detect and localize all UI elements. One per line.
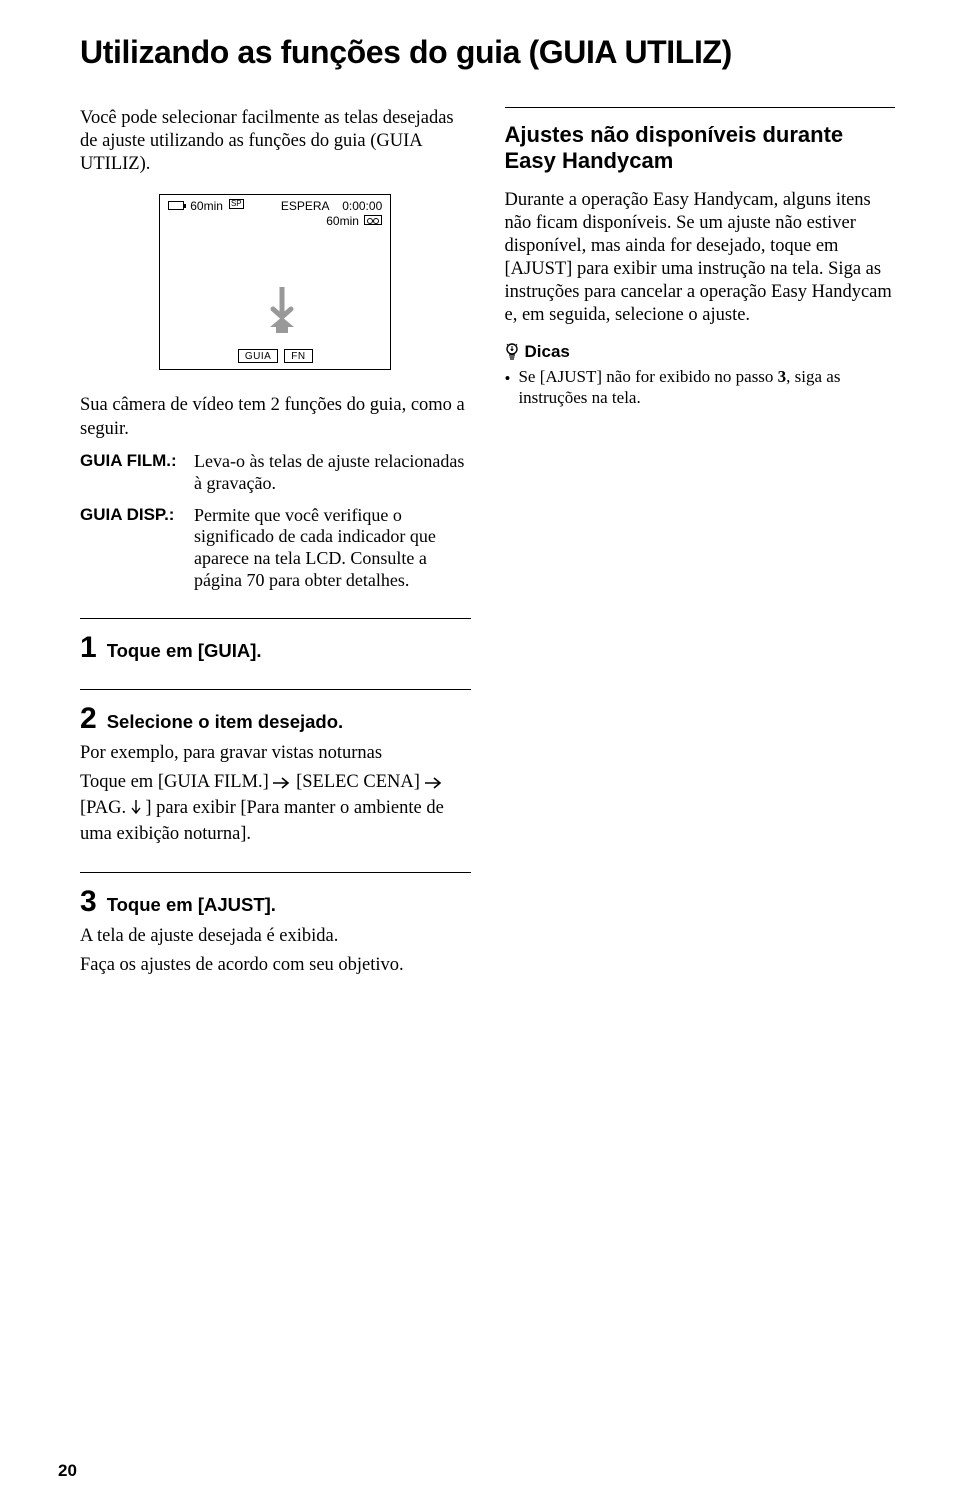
pointer-arrow-icon (265, 287, 299, 336)
step-2-line2: Toque em [GUIA FILM.] [SELEC CENA] [PAG.… (80, 771, 471, 845)
step-2-text-b: [SELEC CENA] (296, 772, 424, 792)
step-2-text-c: [PAG. (80, 798, 126, 818)
step-3: 3 Toque em [AJUST]. (80, 887, 471, 917)
bullet-icon: • (505, 366, 511, 409)
lcd-topbar: 60min SP ESPERA 0:00:00 60min (160, 195, 390, 231)
def-guia-film: GUIA FILM.: Leva-o às telas de ajuste re… (80, 451, 471, 495)
sp-icon: SP (229, 199, 244, 209)
divider (505, 107, 896, 108)
step-1: 1 Toque em [GUIA]. (80, 633, 471, 663)
def-term: GUIA DISP.: (80, 505, 186, 593)
tips-label: Dicas (525, 342, 570, 362)
lcd-fn-button: FN (284, 349, 312, 363)
down-arrow-icon (131, 800, 141, 823)
def-term: GUIA FILM.: (80, 451, 186, 495)
step-number: 3 (80, 887, 97, 917)
lcd-guia-button: GUIA (238, 349, 278, 363)
content-columns: Você pode selecionar facilmente as telas… (80, 107, 895, 983)
tips-heading: Dicas (505, 342, 896, 362)
lcd-time: 0:00:00 (342, 199, 382, 213)
def-guia-disp: GUIA DISP.: Permite que você verifique o… (80, 505, 471, 593)
divider (80, 872, 471, 873)
step-number: 2 (80, 704, 97, 734)
page-number: 20 (58, 1461, 77, 1481)
right-arrow-icon (425, 773, 443, 796)
tip-item: • Se [AJUST] não for exibido no passo 3,… (505, 366, 896, 409)
step-3-line1: A tela de ajuste desejada é exibida. (80, 925, 471, 948)
step-number: 1 (80, 633, 97, 663)
intro-paragraph: Você pode selecionar facilmente as telas… (80, 107, 471, 176)
step-2-text-a: Toque em [GUIA FILM.] (80, 772, 273, 792)
right-arrow-icon (273, 773, 291, 796)
step-2: 2 Selecione o item desejado. (80, 704, 471, 734)
tip-text-a: Se [AJUST] não for exibido no passo (518, 367, 777, 386)
step-2-body: Por exemplo, para gravar vistas noturnas… (80, 742, 471, 846)
lcd-figure: 60min SP ESPERA 0:00:00 60min (80, 194, 471, 370)
tape-icon (364, 215, 382, 225)
step-3-line2: Faça os ajustes de acordo com seu objeti… (80, 954, 471, 977)
step-heading: Toque em [GUIA]. (107, 633, 262, 662)
left-column: Você pode selecionar facilmente as telas… (80, 107, 471, 983)
tip-text: Se [AJUST] não for exibido no passo 3, s… (518, 366, 895, 409)
page-title: Utilizando as funções do guia (GUIA UTIL… (80, 34, 895, 71)
lcd-espera: ESPERA (281, 199, 329, 213)
step-heading: Toque em [AJUST]. (107, 887, 276, 916)
divider (80, 689, 471, 690)
lcd-screen: 60min SP ESPERA 0:00:00 60min (159, 194, 391, 370)
sub-intro: Sua câmera de vídeo tem 2 funções do gui… (80, 394, 471, 440)
step-2-line1: Por exemplo, para gravar vistas noturnas (80, 742, 471, 765)
divider (80, 618, 471, 619)
right-paragraph: Durante a operação Easy Handycam, alguns… (505, 189, 896, 328)
bulb-icon (505, 343, 519, 361)
lcd-tl-60: 60min (190, 199, 223, 213)
section-heading: Ajustes não disponíveis durante Easy Han… (505, 122, 896, 175)
tip-text-b: 3 (778, 367, 787, 386)
step-3-body: A tela de ajuste desejada é exibida. Faç… (80, 925, 471, 977)
lcd-tr-60: 60min (326, 214, 359, 228)
def-desc: Leva-o às telas de ajuste relacionadas à… (194, 451, 471, 495)
right-column: Ajustes não disponíveis durante Easy Han… (505, 107, 896, 983)
step-heading: Selecione o item desejado. (107, 704, 343, 733)
def-desc: Permite que você verifique o significado… (194, 505, 471, 593)
battery-icon (168, 201, 184, 210)
